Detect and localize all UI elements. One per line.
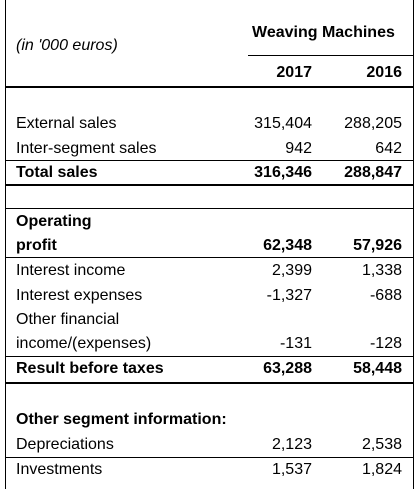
year-header-underline — [5, 86, 414, 88]
row-label: Interest expenses — [16, 287, 143, 304]
row-value-2017: 63,288 — [263, 360, 312, 377]
row-value-2016: -128 — [369, 335, 402, 352]
row-label-line2: profit — [16, 237, 57, 254]
header-divider — [248, 55, 413, 56]
table-right-border — [413, 0, 414, 489]
row-value-2017: 942 — [285, 140, 312, 157]
row-value-2016: 642 — [375, 140, 402, 157]
row-value-2017: 62,348 — [263, 237, 312, 254]
row-value-2017: -131 — [279, 335, 312, 352]
year-2017-header: 2017 — [276, 64, 312, 81]
row-value-2016: 1,338 — [361, 262, 402, 279]
row-value-2016: 57,926 — [353, 237, 402, 254]
row-value-2016: 1,824 — [361, 461, 402, 478]
row-value-2017: 2,123 — [271, 436, 312, 453]
year-2016-header: 2016 — [366, 64, 402, 81]
section-top-rule — [5, 208, 414, 209]
row-value-2016: 288,205 — [344, 115, 402, 132]
row-value-2017: 1,537 — [271, 461, 312, 478]
result-before-taxes-underline — [5, 382, 414, 384]
depreciations-underline — [5, 457, 414, 458]
row-label: Investments — [16, 461, 103, 478]
row-label: Other financial — [16, 311, 120, 328]
row-value-2017: 316,346 — [254, 164, 312, 181]
other-financial-underline — [5, 356, 414, 357]
unit-note: (in '000 euros) — [16, 37, 118, 54]
row-value-2017: 315,404 — [254, 115, 312, 132]
operating-profit-underline — [5, 257, 414, 258]
total-sales-underline — [5, 184, 414, 186]
row-label: External sales — [16, 115, 117, 132]
row-label-line2: income/(expenses) — [16, 335, 152, 352]
row-label: Depreciations — [16, 436, 114, 453]
row-label: Result before taxes — [16, 360, 164, 377]
inter-segment-underline — [5, 160, 414, 161]
row-label: Interest income — [16, 262, 126, 279]
row-value-2017: 2,399 — [271, 262, 312, 279]
table-left-border — [5, 0, 6, 489]
section-heading: Other segment information: — [16, 411, 227, 428]
segment-header: Weaving Machines — [252, 24, 395, 41]
row-label: Operating — [16, 213, 92, 230]
row-value-2016: 2,538 — [361, 436, 402, 453]
row-label: Inter-segment sales — [16, 140, 157, 157]
row-value-2016: -688 — [369, 287, 402, 304]
row-value-2016: 288,847 — [344, 164, 402, 181]
row-label: Total sales — [16, 164, 98, 181]
row-value-2016: 58,448 — [353, 360, 402, 377]
row-value-2017: -1,327 — [266, 287, 312, 304]
